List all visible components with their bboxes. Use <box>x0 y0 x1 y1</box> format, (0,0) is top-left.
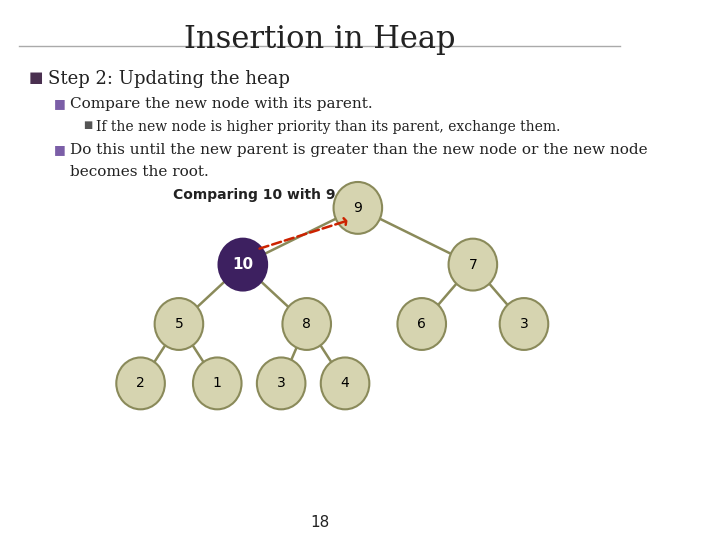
Text: 7: 7 <box>469 258 477 272</box>
Text: If the new node is higher priority than its parent, exchange them.: If the new node is higher priority than … <box>96 120 560 134</box>
Ellipse shape <box>193 357 241 409</box>
Text: becomes the root.: becomes the root. <box>71 165 209 179</box>
Text: 3: 3 <box>520 317 528 331</box>
Text: ■: ■ <box>54 97 66 110</box>
Text: 10: 10 <box>233 257 253 272</box>
Text: 9: 9 <box>354 201 362 215</box>
Ellipse shape <box>117 357 165 409</box>
Text: 2: 2 <box>136 376 145 390</box>
Ellipse shape <box>333 182 382 234</box>
Text: 4: 4 <box>341 376 349 390</box>
Text: 5: 5 <box>174 317 184 331</box>
Text: 18: 18 <box>310 515 329 530</box>
Text: Step 2: Updating the heap: Step 2: Updating the heap <box>48 70 289 88</box>
Ellipse shape <box>282 298 331 350</box>
Ellipse shape <box>257 357 305 409</box>
Text: 6: 6 <box>418 317 426 331</box>
Text: Compare the new node with its parent.: Compare the new node with its parent. <box>71 97 373 111</box>
Ellipse shape <box>449 239 497 291</box>
Ellipse shape <box>321 357 369 409</box>
Text: Comparing 10 with 9: Comparing 10 with 9 <box>173 188 335 202</box>
Ellipse shape <box>155 298 203 350</box>
Text: 8: 8 <box>302 317 311 331</box>
Text: ■: ■ <box>83 120 92 130</box>
Text: Insertion in Heap: Insertion in Heap <box>184 24 455 55</box>
Text: 1: 1 <box>213 376 222 390</box>
Text: 3: 3 <box>276 376 286 390</box>
Text: ■: ■ <box>29 70 43 85</box>
Ellipse shape <box>500 298 548 350</box>
Ellipse shape <box>219 239 267 291</box>
Text: Do this until the new parent is greater than the new node or the new node: Do this until the new parent is greater … <box>71 143 648 157</box>
Ellipse shape <box>397 298 446 350</box>
Text: ■: ■ <box>54 143 66 156</box>
